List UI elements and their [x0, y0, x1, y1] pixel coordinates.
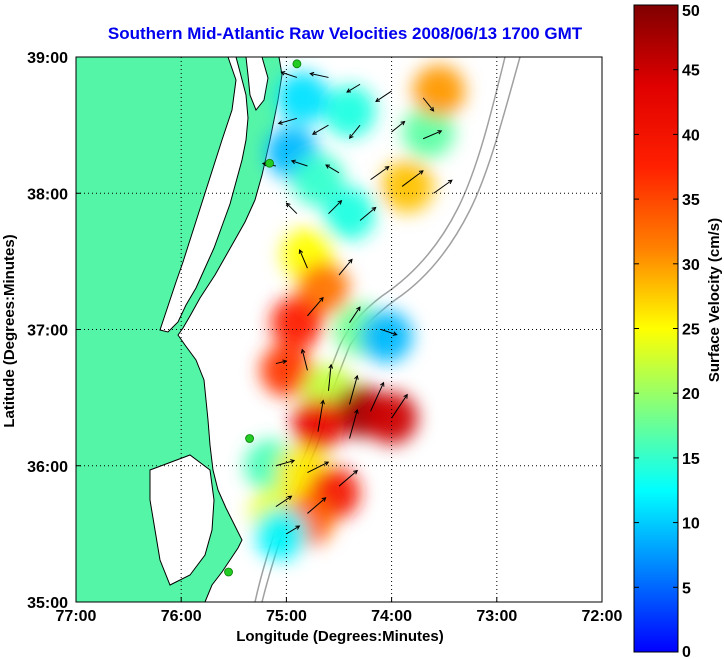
current-vector [338, 469, 358, 487]
velocity-patch [323, 187, 376, 240]
delaware-bay [245, 57, 269, 111]
current-vector [307, 497, 327, 514]
current-vector [380, 329, 398, 336]
current-vector [275, 495, 293, 508]
current-vector [307, 461, 330, 474]
pamlico-sound [149, 454, 215, 586]
current-vector [338, 258, 353, 276]
current-vector [348, 124, 361, 139]
x-axis-label: Longitude (Degrees:Minutes) [236, 628, 444, 645]
y-tick-label: 37:00 [27, 323, 68, 340]
radar-station-marker [292, 59, 302, 69]
current-vector [328, 199, 343, 215]
current-vector [349, 408, 359, 439]
colorbar [633, 4, 679, 653]
y-axis-label: Latitude (Degrees:Minutes) [1, 234, 18, 427]
current-vector [298, 249, 308, 269]
current-vector [433, 179, 453, 194]
velocity-patch [360, 310, 413, 363]
velocity-patch [323, 85, 376, 138]
current-vector [280, 71, 298, 78]
current-vector [375, 90, 392, 103]
current-vector [370, 166, 390, 181]
chesapeake-bay [159, 57, 249, 333]
colorbar-tick-label: 15 [682, 451, 700, 468]
current-vector [346, 83, 361, 93]
colorbar-tick-label: 25 [682, 322, 700, 339]
current-vector [349, 374, 359, 405]
velocity-patch [270, 296, 323, 349]
velocity-patch [381, 160, 434, 213]
current-vector [286, 525, 301, 535]
current-vector [290, 159, 308, 167]
y-tick-label: 39:00 [27, 50, 68, 67]
current-vector [325, 164, 340, 174]
current-vector [370, 381, 385, 412]
x-tick-labels: 77:00 76:00 75:00 74:00 73:00 72:00 [56, 597, 623, 625]
current-vector [422, 130, 443, 140]
current-vector [300, 348, 308, 371]
x-tick-label: 77:00 [56, 608, 97, 625]
colorbar-tick-label: 5 [682, 580, 691, 597]
velocity-patch [412, 65, 465, 118]
current-vector [309, 71, 329, 78]
current-vector [401, 170, 424, 187]
x-tick-label: 75:00 [266, 608, 307, 625]
map-title: Southern Mid-Atlantic Raw Velocities 200… [108, 24, 583, 43]
current-vector [277, 117, 298, 125]
current-vector [391, 120, 406, 133]
current-vectors [261, 71, 453, 535]
radar-station-marker [245, 434, 254, 443]
current-vector [327, 363, 334, 391]
x-tick-label: 76:00 [161, 608, 202, 625]
current-vector [391, 393, 408, 419]
grid-lines [76, 57, 602, 602]
velocity-patch [255, 507, 308, 560]
current-vector [317, 399, 325, 432]
velocity-patch [291, 153, 344, 206]
y-tick-label: 38:00 [27, 186, 68, 203]
colorbar-tick-label: 10 [682, 516, 700, 533]
velocity-patch [291, 398, 344, 451]
radar-station-marker [265, 158, 274, 168]
current-vector [311, 124, 329, 135]
y-tick-labels: 39:00 38:00 37:00 36:00 35:00 [27, 50, 81, 612]
velocity-patch [276, 71, 329, 124]
y-tick-label: 35:00 [27, 595, 68, 612]
radar-stations [224, 59, 302, 577]
current-vector [275, 459, 296, 467]
current-vector [275, 359, 288, 365]
colorbar-tick-label: 0 [682, 644, 691, 659]
x-tick-label: 74:00 [371, 608, 412, 625]
current-vector [307, 296, 324, 317]
colorbar-tick-label: 35 [682, 192, 700, 209]
radar-station-marker [224, 567, 233, 577]
colorbar-tick-label: 40 [682, 127, 700, 144]
colorbar-label: Surface Velocity (cm/s) [706, 218, 723, 382]
current-vector [359, 206, 377, 221]
surface-velocity-field [244, 65, 465, 560]
current-vector [422, 97, 435, 112]
y-tick-label: 36:00 [27, 459, 68, 476]
colorbar-tick-label: 45 [682, 63, 700, 80]
colorbar-tick-label: 20 [682, 386, 700, 403]
x-tick-label: 73:00 [476, 608, 517, 625]
velocity-patch [402, 105, 455, 158]
velocity-patch [260, 344, 313, 397]
colorbar-tick-label: 30 [682, 257, 700, 274]
current-vector [349, 306, 361, 323]
colorbar-tick-label: 50 [682, 3, 700, 20]
x-tick-label: 72:00 [582, 608, 623, 625]
current-vector [285, 202, 298, 215]
